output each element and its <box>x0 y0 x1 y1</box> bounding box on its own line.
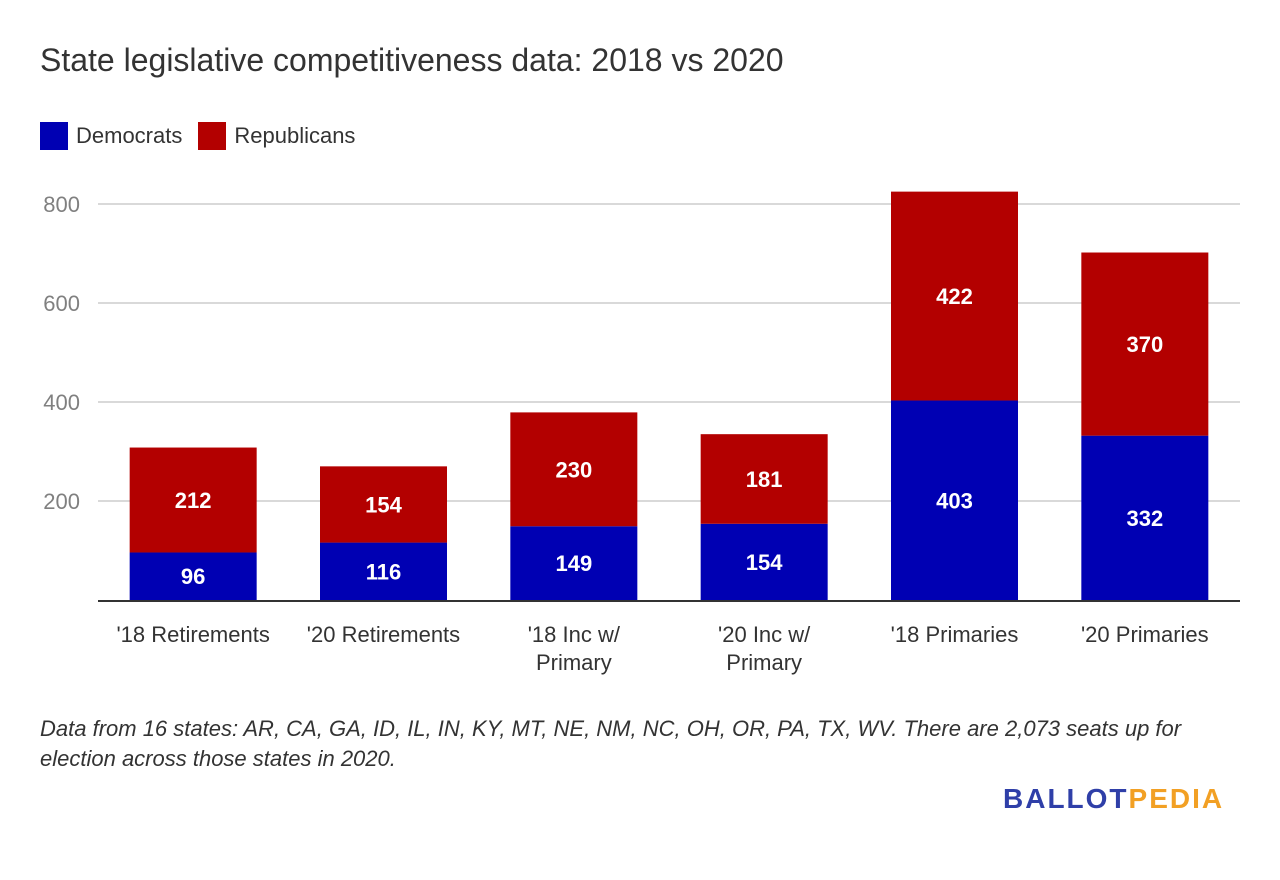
bar-republicans <box>320 466 447 543</box>
legend: Democrats Republicans <box>40 122 371 150</box>
data-label: 181 <box>746 467 783 492</box>
bar-republicans <box>129 447 257 553</box>
legend-swatch-democrats <box>40 122 68 150</box>
x-tick-label: '20 Primaries <box>1081 622 1209 647</box>
legend-label-republicans: Republicans <box>234 123 356 148</box>
bar-democrats <box>1081 435 1209 600</box>
x-tick-label: '18 Primaries <box>891 622 1019 647</box>
chart-title: State legislative competitiveness data: … <box>40 42 784 78</box>
x-tick-label: '20 Inc w/ <box>718 622 811 647</box>
bar-democrats <box>320 542 447 600</box>
footnote: Data from 16 states: AR, CA, GA, ID, IL,… <box>40 716 1182 771</box>
y-tick-label: 800 <box>43 192 80 217</box>
data-label: 96 <box>181 564 205 589</box>
data-label: 332 <box>1126 506 1163 531</box>
bar-republicans <box>1081 252 1209 436</box>
bar-republicans <box>510 412 638 527</box>
bar-democrats <box>129 552 257 600</box>
x-tick-label: '18 Retirements <box>116 622 269 647</box>
legend-label-democrats: Democrats <box>76 123 183 148</box>
data-label: 212 <box>175 488 212 513</box>
data-label: 116 <box>366 559 402 584</box>
data-label: 422 <box>936 284 973 309</box>
bar-republicans <box>700 434 828 524</box>
legend-item-democrats: Democrats <box>40 122 182 150</box>
data-label: 403 <box>936 488 973 513</box>
x-tick-label: Primary <box>726 650 802 675</box>
data-label: 149 <box>555 551 592 576</box>
bar-republicans <box>891 191 1018 401</box>
ballotpedia-logo: BALLOTPEDIA <box>1003 783 1225 814</box>
chart-plot: 200 400 600 800 96 212 '18 Retirements 116 154 '2… <box>43 191 1240 675</box>
data-label: 230 <box>555 457 592 482</box>
data-label: 154 <box>746 550 783 575</box>
x-tick-label: '18 Inc w/ <box>528 622 621 647</box>
data-label: 370 <box>1126 332 1163 357</box>
bar-democrats <box>700 523 828 600</box>
y-tick-label: 400 <box>43 390 80 415</box>
bar-democrats <box>510 526 638 600</box>
y-tick-label: 600 <box>43 291 80 316</box>
x-tick-label: '20 Retirements <box>307 622 460 647</box>
data-label: 154 <box>365 492 402 517</box>
bar-democrats <box>891 400 1018 600</box>
x-tick-label: Primary <box>536 650 612 675</box>
y-tick-label: 200 <box>43 489 80 514</box>
legend-swatch-republicans <box>198 122 227 150</box>
legend-item-republicans: Republicans <box>198 122 355 150</box>
